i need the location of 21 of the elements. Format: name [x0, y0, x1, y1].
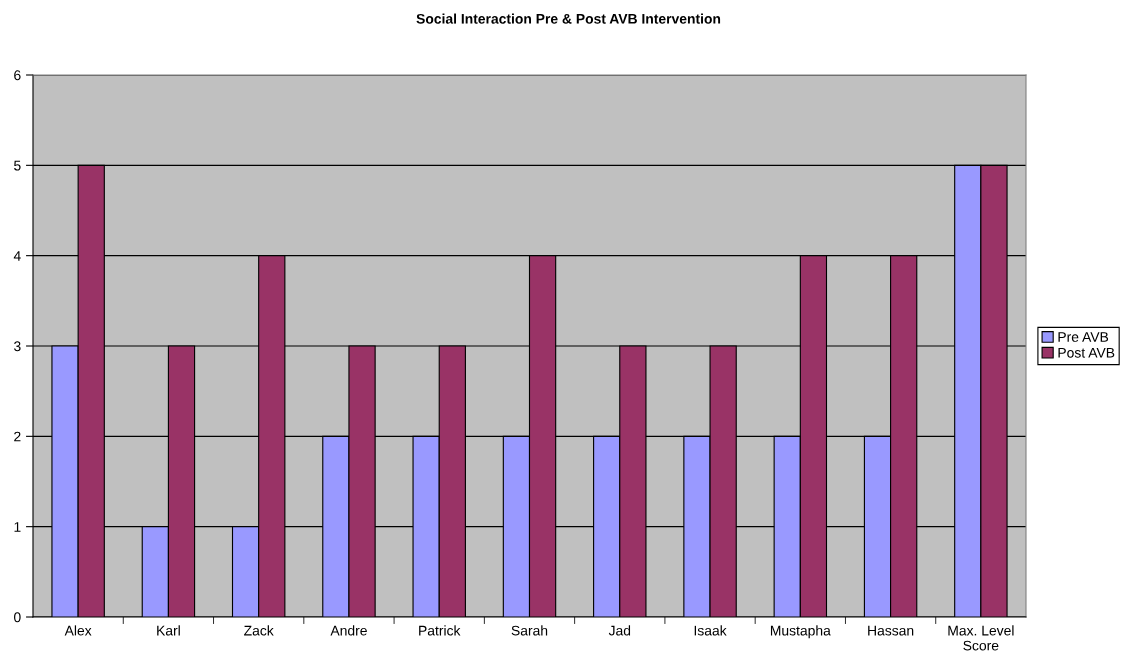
x-tick-label: Alex [64, 625, 92, 636]
x-tick-label: Jad [608, 625, 631, 636]
y-tick-label: 2 [14, 431, 21, 442]
y-tick-label: 5 [14, 160, 21, 171]
y-tick-label: 0 [14, 612, 21, 623]
x-tick-label: Max. Level Score [948, 625, 1014, 651]
x-tick-label: Zack [244, 625, 274, 636]
x-tick-label: Mustapha [770, 625, 831, 639]
x-tick-label: Sarah [511, 625, 548, 636]
x-tick-label: Isaak [694, 625, 727, 636]
y-tick-label: 4 [13, 251, 21, 261]
y-tick-label: 6 [14, 70, 21, 81]
legend-label: Pre AVB [1058, 332, 1109, 342]
x-tick-label: Karl [157, 625, 180, 636]
x-tick-label: Andre [330, 625, 367, 636]
y-tick-label: 3 [14, 341, 21, 352]
legend-label: Post AVB [1058, 347, 1115, 358]
x-tick-label: Hassan [868, 625, 914, 636]
x-tick-label: Patrick [419, 625, 461, 636]
y-tick-label: 1 [14, 522, 21, 532]
chart-title: Social Interaction Pre & Post AVB Intervention [416, 13, 721, 24]
